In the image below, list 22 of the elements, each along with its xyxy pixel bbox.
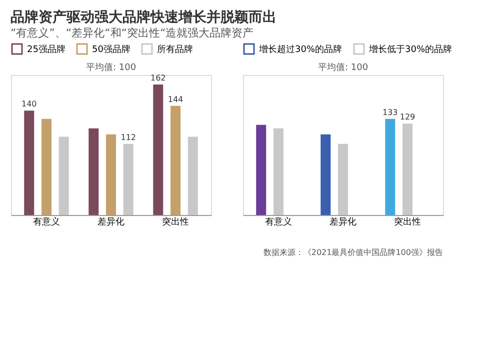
data-label: 144 <box>168 94 184 104</box>
legend-label: 50强品牌 <box>92 44 130 55</box>
x-tick-label: 差异化 <box>98 216 124 228</box>
x-tick-label: 差异化 <box>330 216 356 228</box>
legend-label: 增长超过30%的品牌 <box>258 44 342 55</box>
x-tick-label: 有意义 <box>32 216 60 228</box>
text: 平均值: 100 <box>86 62 136 73</box>
x-tick-label: 突出性 <box>394 216 422 228</box>
x-tick-label: 有意义 <box>264 216 292 228</box>
data-label: 133 <box>382 108 398 117</box>
legend-label: 增长低于30%的品牌 <box>368 44 452 55</box>
data-label: 162 <box>150 73 166 82</box>
data-label: 129 <box>400 112 416 122</box>
legend-label: 所有品牌 <box>157 44 193 55</box>
x-tick-label: 突出性 <box>162 216 190 228</box>
data-label: 112 <box>120 132 136 142</box>
chart-title: 品牌资产驱动强大品牌快速增长并脱颖而出 <box>10 8 276 26</box>
data-label: 140 <box>21 100 37 109</box>
text: 平均值: 100 <box>318 62 368 73</box>
legend-label: 25强品牌 <box>27 44 66 55</box>
source-note: 数据来源：《2021最具价值中国品牌100强》报告 <box>263 248 443 257</box>
chart-subtitle: “有意义”、“差异化“和“突出性“造就强大品牌资产 <box>10 26 254 40</box>
